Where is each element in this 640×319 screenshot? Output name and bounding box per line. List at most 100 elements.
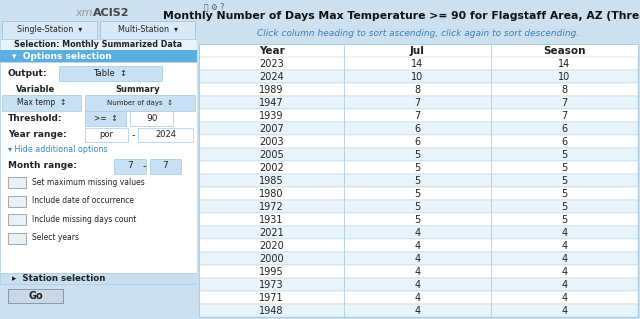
Bar: [2, 21, 97, 39]
Text: 4: 4: [414, 306, 420, 316]
Bar: [199, 291, 638, 304]
Bar: [84, 95, 195, 111]
Text: 1931: 1931: [259, 215, 284, 225]
Text: 5: 5: [414, 202, 420, 212]
Bar: [199, 213, 638, 226]
Text: Output:: Output:: [8, 69, 47, 78]
Text: 2000: 2000: [259, 254, 284, 264]
Text: 5: 5: [414, 176, 420, 186]
Bar: [59, 66, 161, 81]
Text: 1948: 1948: [259, 306, 284, 316]
Text: 1972: 1972: [259, 202, 284, 212]
Bar: [2, 95, 81, 111]
Text: Year range:: Year range:: [8, 130, 67, 139]
Text: 90: 90: [146, 114, 157, 122]
Text: 5: 5: [561, 176, 568, 186]
Text: 4: 4: [414, 241, 420, 251]
Text: ACIS2: ACIS2: [93, 8, 129, 18]
Text: 5: 5: [414, 215, 420, 225]
Bar: [199, 265, 638, 278]
Text: 1947: 1947: [259, 98, 284, 108]
Bar: [84, 128, 128, 142]
Bar: [199, 122, 638, 135]
Text: 5: 5: [414, 163, 420, 173]
Bar: [199, 135, 638, 148]
Bar: [199, 304, 638, 317]
Bar: [8, 177, 26, 188]
Bar: [199, 44, 638, 57]
Text: 2005: 2005: [259, 150, 284, 160]
Text: 2024: 2024: [155, 130, 176, 139]
Bar: [8, 196, 26, 207]
Text: Summary: Summary: [116, 85, 160, 94]
Text: 4: 4: [561, 254, 568, 264]
Bar: [115, 159, 146, 174]
Text: 10: 10: [412, 71, 424, 82]
Bar: [199, 226, 638, 239]
Text: 2007: 2007: [259, 124, 284, 134]
Text: 5: 5: [414, 189, 420, 199]
Text: 1973: 1973: [259, 280, 284, 290]
Text: 5: 5: [561, 189, 568, 199]
Bar: [130, 111, 173, 126]
Bar: [8, 289, 63, 303]
Text: 14: 14: [412, 59, 424, 69]
Bar: [8, 214, 26, 225]
Text: 7: 7: [414, 98, 420, 108]
Bar: [199, 278, 638, 291]
Bar: [199, 200, 638, 213]
Text: 6: 6: [414, 124, 420, 134]
Bar: [199, 174, 638, 187]
Text: 2021: 2021: [259, 228, 284, 238]
Bar: [199, 109, 638, 122]
Bar: [199, 187, 638, 200]
Text: 6: 6: [414, 137, 420, 147]
Text: Include date of occurrence: Include date of occurrence: [31, 197, 134, 205]
Bar: [199, 148, 638, 161]
Text: Number of days  ↕: Number of days ↕: [107, 100, 173, 106]
Text: 2002: 2002: [259, 163, 284, 173]
Text: Year: Year: [259, 46, 284, 56]
Text: 4: 4: [414, 293, 420, 303]
Bar: [0, 39, 197, 50]
Text: Multi-Station  ▾: Multi-Station ▾: [118, 25, 178, 34]
Text: Go: Go: [28, 291, 43, 301]
Bar: [199, 57, 638, 70]
Text: 5: 5: [561, 163, 568, 173]
Text: Variable: Variable: [16, 85, 55, 94]
Text: 4: 4: [414, 267, 420, 277]
Text: 1971: 1971: [259, 293, 284, 303]
Text: Month range:: Month range:: [8, 161, 77, 170]
Text: 6: 6: [561, 137, 568, 147]
Text: 1980: 1980: [259, 189, 284, 199]
Text: -: -: [131, 130, 135, 140]
Text: Monthly Number of Days Max Temperature >= 90 for Flagstaff Area, AZ (ThreadEx): Monthly Number of Days Max Temperature >…: [163, 11, 640, 21]
Text: >=  ↕: >= ↕: [93, 114, 117, 122]
Bar: [8, 233, 26, 244]
Bar: [199, 161, 638, 174]
Text: 5: 5: [414, 150, 420, 160]
Text: 8: 8: [414, 85, 420, 95]
Bar: [0, 273, 197, 284]
Text: xm: xm: [75, 8, 93, 18]
Text: 14: 14: [558, 59, 570, 69]
Text: 4: 4: [561, 241, 568, 251]
Text: Table  ↕: Table ↕: [93, 69, 127, 78]
Text: 1985: 1985: [259, 176, 284, 186]
Text: 7: 7: [414, 111, 420, 121]
Text: 4: 4: [561, 293, 568, 303]
Text: 1939: 1939: [259, 111, 284, 121]
Text: 1995: 1995: [259, 267, 284, 277]
Text: Single-Station  ▾: Single-Station ▾: [17, 25, 82, 34]
Text: 8: 8: [561, 85, 568, 95]
Text: 4: 4: [414, 254, 420, 264]
Text: por: por: [99, 130, 113, 139]
Text: 2003: 2003: [259, 137, 284, 147]
Bar: [0, 50, 197, 62]
Text: Set maximum missing values: Set maximum missing values: [31, 178, 144, 187]
Bar: [199, 70, 638, 83]
Text: ▸  Station selection: ▸ Station selection: [12, 274, 105, 283]
Text: 10: 10: [558, 71, 570, 82]
Text: 🖨 ⚙ ?: 🖨 ⚙ ?: [204, 3, 224, 11]
Text: 2020: 2020: [259, 241, 284, 251]
